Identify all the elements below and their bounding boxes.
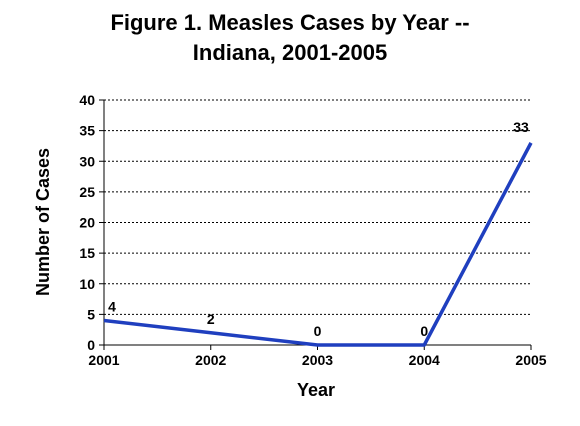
x-tick-label-2004: 2004 (409, 352, 440, 368)
data-label-2004: 0 (420, 323, 428, 339)
x-axis-title: Year (297, 380, 335, 400)
x-tick-labels: 2001 2002 2003 2004 2005 (88, 352, 546, 368)
y-tick-label-15: 15 (79, 245, 95, 261)
y-tick-label-20: 20 (79, 215, 95, 231)
x-tick-label-2002: 2002 (195, 352, 226, 368)
y-tick-label-30: 30 (79, 153, 95, 169)
chart-title-line-2: Indiana, 2001-2005 (192, 40, 388, 65)
y-tick-label-35: 35 (79, 123, 95, 139)
axes (99, 99, 532, 350)
y-tick-label-40: 40 (79, 92, 95, 108)
y-tick-label-10: 10 (79, 276, 95, 292)
y-tick-labels: 0 5 10 15 20 25 30 35 40 (79, 92, 95, 353)
data-label-2003: 0 (314, 323, 322, 339)
x-tick-label-2001: 2001 (88, 352, 119, 368)
gridlines (104, 99, 531, 315)
chart-title: Figure 1. Measles Cases by Year -- India… (0, 8, 580, 68)
data-label-2005: 33 (513, 119, 529, 135)
data-label-2002: 2 (207, 311, 215, 327)
chart-title-line-1: Figure 1. Measles Cases by Year -- (110, 10, 470, 35)
series-lines (103, 142, 533, 347)
y-tick-label-5: 5 (87, 306, 95, 322)
y-tick-label-0: 0 (87, 337, 95, 353)
data-label-2001: 4 (108, 299, 116, 315)
data-labels: 4 2 0 0 33 (108, 119, 529, 339)
x-tick-label-2003: 2003 (302, 352, 333, 368)
x-tick-label-2005: 2005 (515, 352, 546, 368)
y-axis-title: Number of Cases (33, 148, 53, 296)
y-tick-label-25: 25 (79, 184, 95, 200)
